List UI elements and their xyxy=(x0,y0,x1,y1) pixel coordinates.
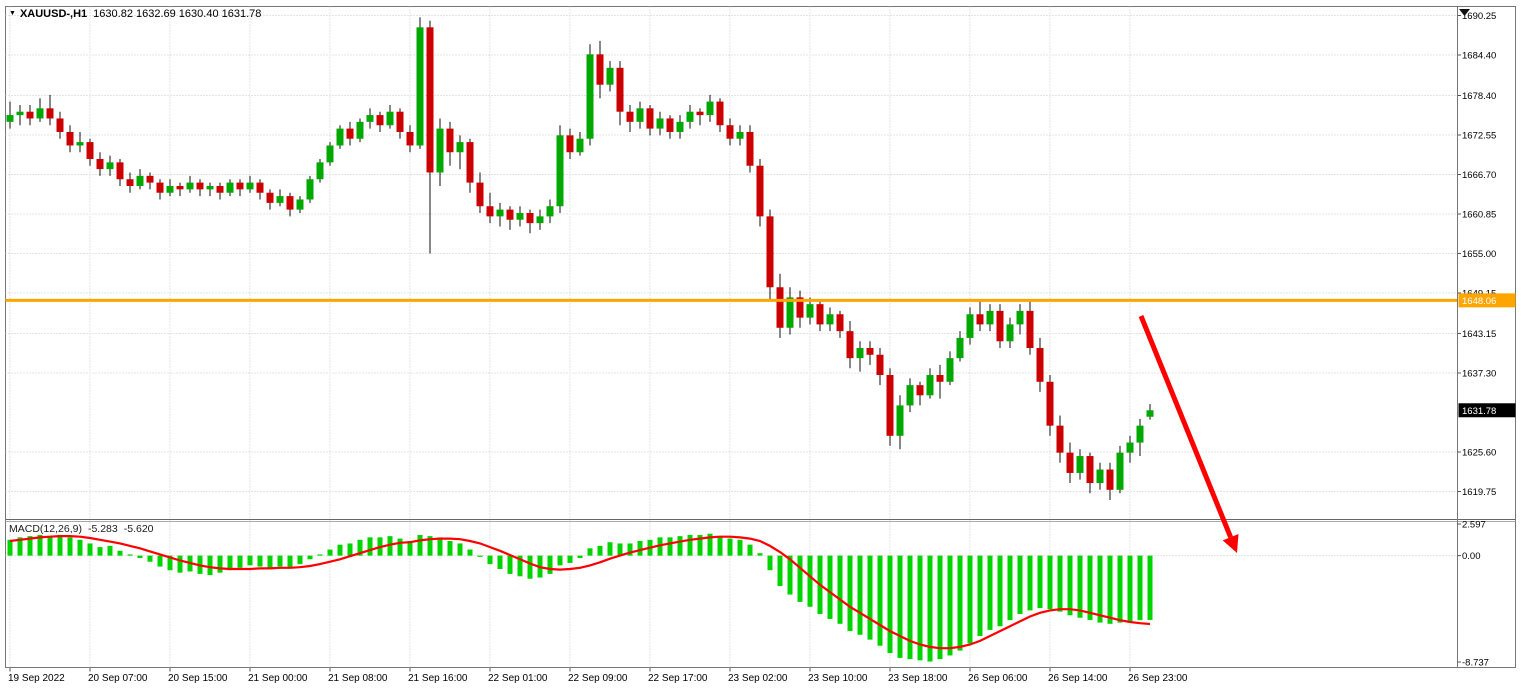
svg-text:1619.75: 1619.75 xyxy=(1462,487,1496,498)
svg-text:20 Sep 15:00: 20 Sep 15:00 xyxy=(168,673,228,684)
svg-text:23 Sep 10:00: 23 Sep 10:00 xyxy=(808,673,868,684)
svg-text:1637.30: 1637.30 xyxy=(1462,369,1496,380)
chart-frame xyxy=(5,6,1516,668)
current-price-label: 1631.78 xyxy=(1458,403,1516,418)
svg-text:1643.15: 1643.15 xyxy=(1462,329,1496,340)
svg-text:1666.70: 1666.70 xyxy=(1462,170,1496,181)
svg-text:1631.78: 1631.78 xyxy=(1462,406,1496,417)
hline-price-label: 1648.06 xyxy=(1458,293,1516,308)
time-axis[interactable]: 19 Sep 2022 20 Sep 07:00 20 Sep 15:00 21 Se… xyxy=(8,667,1188,685)
svg-text:21 Sep 16:00: 21 Sep 16:00 xyxy=(408,673,468,684)
svg-text:26 Sep 23:00: 26 Sep 23:00 xyxy=(1128,673,1188,684)
svg-text:26 Sep 14:00: 26 Sep 14:00 xyxy=(1048,673,1108,684)
svg-text:1655.00: 1655.00 xyxy=(1462,249,1496,260)
svg-text:19 Sep 2022: 19 Sep 2022 xyxy=(8,673,65,684)
svg-text:0.00: 0.00 xyxy=(1462,551,1481,562)
macd-signal-value: -5.620 xyxy=(123,523,154,535)
candlesticks[interactable] xyxy=(6,17,1154,500)
svg-text:1648.06: 1648.06 xyxy=(1462,296,1496,307)
svg-text:21 Sep 08:00: 21 Sep 08:00 xyxy=(328,673,388,684)
chart-shift-icon[interactable] xyxy=(1459,9,1470,16)
svg-text:1678.40: 1678.40 xyxy=(1462,91,1496,102)
symbol-dropdown-icon[interactable]: ▼ xyxy=(9,10,16,17)
svg-text:23 Sep 02:00: 23 Sep 02:00 xyxy=(728,673,788,684)
macd-signal-line xyxy=(9,534,1151,650)
trend-arrow[interactable] xyxy=(1138,315,1239,553)
svg-text:23 Sep 18:00: 23 Sep 18:00 xyxy=(888,673,948,684)
svg-text:22 Sep 01:00: 22 Sep 01:00 xyxy=(488,673,548,684)
svg-text:1660.85: 1660.85 xyxy=(1462,210,1496,221)
svg-text:21 Sep 00:00: 21 Sep 00:00 xyxy=(248,673,308,684)
macd-indicator-label: MACD(12,26,9) -5.283 -5.620 xyxy=(9,523,160,535)
macd-main-value: -5.283 xyxy=(87,523,118,535)
svg-text:22 Sep 17:00: 22 Sep 17:00 xyxy=(648,673,708,684)
svg-text:1672.55: 1672.55 xyxy=(1462,131,1496,142)
svg-text:1690.25: 1690.25 xyxy=(1462,11,1496,22)
svg-text:1684.40: 1684.40 xyxy=(1462,50,1496,61)
ohlc-values: 1630.82 1632.69 1630.40 1631.78 xyxy=(93,8,262,20)
macd-histogram xyxy=(7,533,1153,662)
panel-separator[interactable] xyxy=(5,519,1516,522)
svg-text:26 Sep 06:00: 26 Sep 06:00 xyxy=(968,673,1028,684)
svg-text:1625.60: 1625.60 xyxy=(1462,448,1496,459)
svg-text:-8.737: -8.737 xyxy=(1462,658,1489,669)
symbol-name: XAUUSD-,H1 xyxy=(19,8,88,20)
svg-text:22 Sep 09:00: 22 Sep 09:00 xyxy=(568,673,628,684)
macd-name: MACD(12,26,9) xyxy=(9,523,82,535)
svg-text:20 Sep 07:00: 20 Sep 07:00 xyxy=(88,673,148,684)
symbol-ohlc-label: ▼ XAUUSD-,H1 1630.82 1632.69 1630.40 1631.… xyxy=(9,8,261,20)
svg-text:2.597: 2.597 xyxy=(1462,520,1486,531)
